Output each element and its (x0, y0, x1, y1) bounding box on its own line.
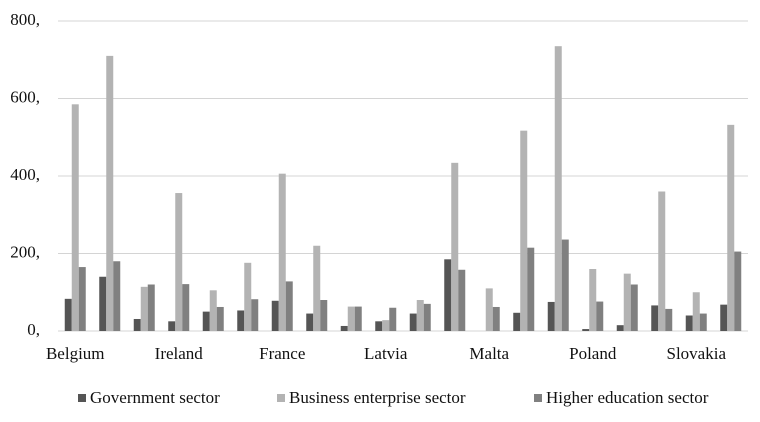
bar (113, 261, 121, 331)
y-tick-label: 600, (10, 87, 40, 106)
bar (520, 130, 528, 331)
y-tick-label: 200, (10, 242, 40, 261)
bar (244, 262, 252, 331)
legend-label: Higher education sector (546, 388, 709, 407)
bar (382, 320, 390, 331)
x-tick-label: Ireland (155, 344, 204, 363)
bar (313, 245, 321, 331)
x-tick-label: Belgium (46, 344, 105, 363)
x-tick-label: Slovakia (667, 344, 727, 363)
bar (147, 284, 155, 331)
legend-label: Business enterprise sector (289, 388, 466, 407)
bar (630, 284, 638, 331)
bar (720, 304, 728, 331)
bar (354, 306, 362, 331)
bar (423, 303, 431, 331)
bar (513, 312, 521, 331)
bar (99, 276, 107, 331)
bar (278, 173, 286, 331)
bar (596, 301, 604, 331)
bar (458, 269, 466, 331)
y-tick-label: 0, (27, 320, 40, 339)
bar (589, 269, 597, 331)
bar (492, 306, 500, 331)
bar (133, 318, 141, 331)
bar (140, 286, 148, 331)
legend-swatch (277, 394, 285, 402)
bar (651, 305, 659, 331)
bar (216, 306, 224, 331)
bar (106, 55, 114, 331)
bar (347, 306, 355, 331)
bar (320, 300, 328, 331)
bar (685, 315, 693, 331)
bar (64, 298, 72, 331)
bar (237, 310, 245, 331)
legend-label: Government sector (90, 388, 220, 407)
bar (416, 300, 424, 331)
bar (547, 301, 555, 331)
x-tick-label: France (259, 344, 305, 363)
bar (451, 162, 459, 331)
bar (306, 313, 314, 331)
bar (561, 239, 569, 331)
bar (168, 321, 176, 331)
bar (623, 273, 631, 331)
bar (340, 325, 348, 331)
bar (251, 299, 259, 331)
bar (285, 281, 293, 331)
bar (616, 325, 624, 331)
bar (271, 300, 279, 331)
y-tick-label: 800, (10, 10, 40, 29)
bar (699, 313, 707, 331)
x-tick-label: Poland (569, 344, 617, 363)
bar (389, 307, 397, 331)
bar (658, 191, 666, 331)
x-tick-label: Latvia (364, 344, 408, 363)
bar (409, 313, 417, 331)
bar (485, 288, 493, 331)
bar (175, 193, 183, 331)
bar (202, 311, 210, 331)
x-tick-label: Malta (469, 344, 509, 363)
bar (727, 124, 735, 331)
bar (209, 290, 217, 331)
bar (78, 267, 86, 331)
bar (554, 46, 562, 331)
bar (527, 247, 535, 331)
bar (444, 259, 452, 331)
bar (665, 308, 673, 331)
bar (582, 329, 590, 331)
bar (375, 321, 383, 331)
bar (692, 292, 700, 331)
y-tick-label: 400, (10, 165, 40, 184)
bar (71, 104, 79, 331)
legend-swatch (78, 394, 86, 402)
legend-swatch (534, 394, 542, 402)
bar (734, 251, 742, 331)
bar (182, 284, 190, 331)
